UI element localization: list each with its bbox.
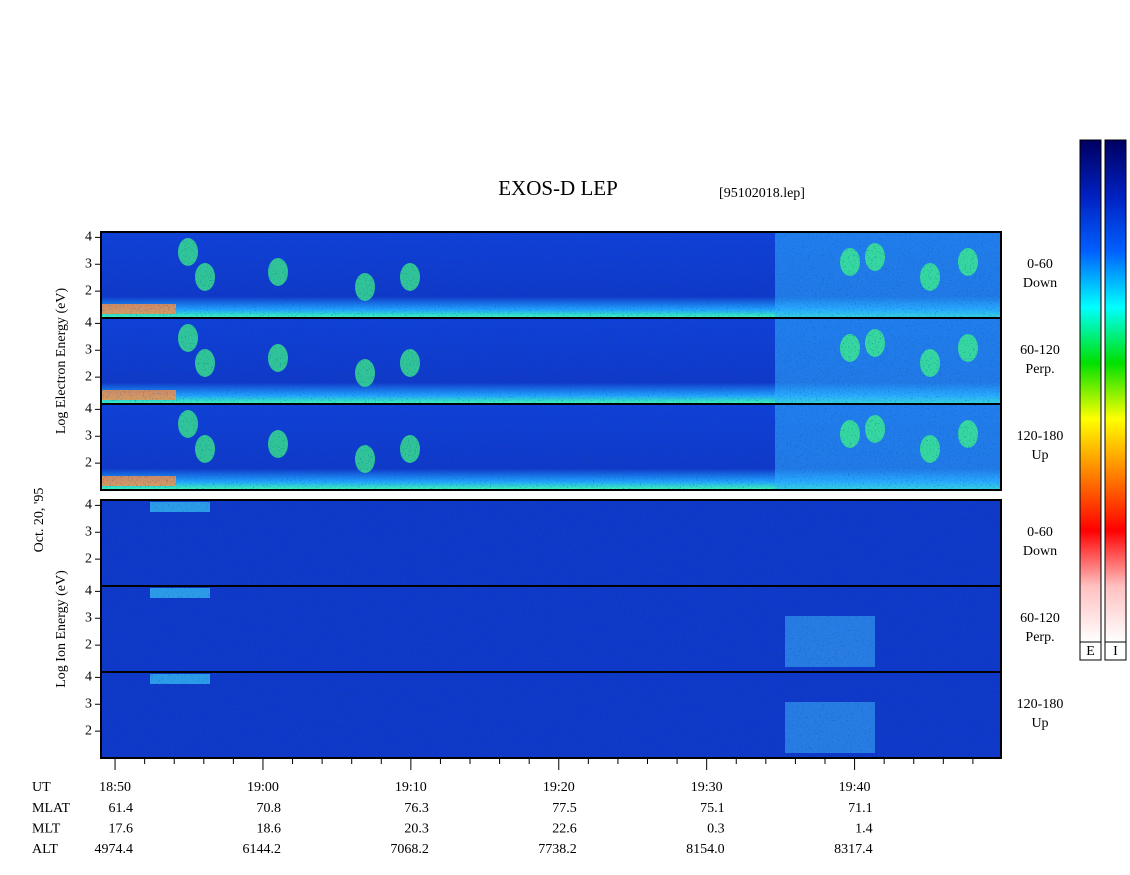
panel-angle: 60-120 — [1020, 343, 1060, 358]
x-tick-label: 19:40 — [839, 780, 871, 795]
colorbar-label: E — [1086, 644, 1095, 659]
spectrogram-noise — [101, 672, 1001, 758]
spectrogram-noise — [101, 586, 1001, 672]
y-tick-label: 2 — [85, 369, 92, 384]
y-tick-label: 3 — [85, 696, 92, 711]
orbit-value: 1.4 — [855, 822, 873, 837]
panel-direction: Up — [1031, 448, 1048, 463]
y-tick-label: 4 — [85, 584, 92, 599]
orbit-value: 20.3 — [404, 822, 429, 837]
orbit-value: 18.6 — [256, 822, 281, 837]
y-tick-label: 2 — [85, 723, 92, 738]
colorbar — [1079, 139, 1102, 643]
panel-direction: Perp. — [1025, 630, 1054, 645]
orbit-value: 77.5 — [552, 801, 577, 816]
colorbar — [1104, 139, 1127, 643]
chart-title: EXOS-D LEP — [498, 176, 618, 200]
orbit-value: 22.6 — [552, 822, 577, 837]
panel-frame — [100, 671, 1002, 759]
y-tick-label: 4 — [85, 316, 92, 331]
panel-frame — [100, 403, 1002, 491]
y-tick-label: 4 — [85, 498, 92, 513]
orbit-value: 4974.4 — [95, 842, 134, 857]
orbit-value: 6144.2 — [242, 842, 281, 857]
y-tick-label: 4 — [85, 670, 92, 685]
x-tick-label: 19:30 — [691, 780, 723, 795]
orbit-value: 76.3 — [404, 801, 429, 816]
orbit-value: 7738.2 — [538, 842, 577, 857]
panel-direction: Up — [1031, 716, 1048, 731]
colorbar-label-box — [1079, 641, 1102, 661]
y-axis-label: Log Electron Energy (eV) — [54, 288, 69, 435]
date-label: Oct. 20, '95 — [32, 488, 47, 553]
orbit-name: ALT — [32, 842, 58, 857]
orbit-value: 0.3 — [707, 822, 725, 837]
orbit-value: 8154.0 — [686, 842, 725, 857]
orbit-value: 61.4 — [109, 801, 134, 816]
y-tick-label: 3 — [85, 256, 92, 271]
x-axis-label: UT — [32, 780, 51, 795]
spectrogram-noise — [101, 500, 1001, 586]
y-tick-label: 2 — [85, 283, 92, 298]
x-tick-label: 19:00 — [247, 780, 279, 795]
orbit-value: 75.1 — [700, 801, 725, 816]
y-tick-label: 3 — [85, 524, 92, 539]
spectrogram-noise — [101, 232, 1001, 318]
panel-angle: 0-60 — [1027, 257, 1053, 272]
orbit-value: 7068.2 — [390, 842, 429, 857]
colorbar-label: I — [1113, 644, 1118, 659]
y-tick-label: 3 — [85, 610, 92, 625]
y-tick-label: 2 — [85, 637, 92, 652]
colorbar-label-box — [1104, 641, 1127, 661]
panel-angle: 120-180 — [1017, 697, 1064, 712]
panel-angle: 120-180 — [1017, 429, 1064, 444]
y-tick-label: 4 — [85, 230, 92, 245]
panel-direction: Perp. — [1025, 362, 1054, 377]
y-tick-label: 3 — [85, 428, 92, 443]
panel-angle: 0-60 — [1027, 525, 1053, 540]
orbit-value: 70.8 — [256, 801, 281, 816]
y-tick-label: 2 — [85, 551, 92, 566]
y-tick-label: 2 — [85, 455, 92, 470]
x-tick-label: 19:10 — [395, 780, 427, 795]
y-axis-label: Log Ion Energy (eV) — [54, 570, 69, 688]
panel-angle: 60-120 — [1020, 611, 1060, 626]
file-name: [95102018.lep] — [719, 186, 805, 201]
orbit-value: 17.6 — [109, 822, 134, 837]
spectrogram-noise — [101, 318, 1001, 404]
orbit-name: MLAT — [32, 801, 71, 816]
panel-direction: Down — [1023, 544, 1057, 559]
y-tick-label: 4 — [85, 402, 92, 417]
orbit-name: MLT — [32, 822, 61, 837]
orbit-value: 71.1 — [848, 801, 873, 816]
orbit-value: 8317.4 — [834, 842, 873, 857]
panel-direction: Down — [1023, 276, 1057, 291]
x-tick-label: 19:20 — [543, 780, 575, 795]
x-tick-label: 18:50 — [99, 780, 131, 795]
spectrogram-noise — [101, 404, 1001, 490]
y-tick-label: 3 — [85, 342, 92, 357]
